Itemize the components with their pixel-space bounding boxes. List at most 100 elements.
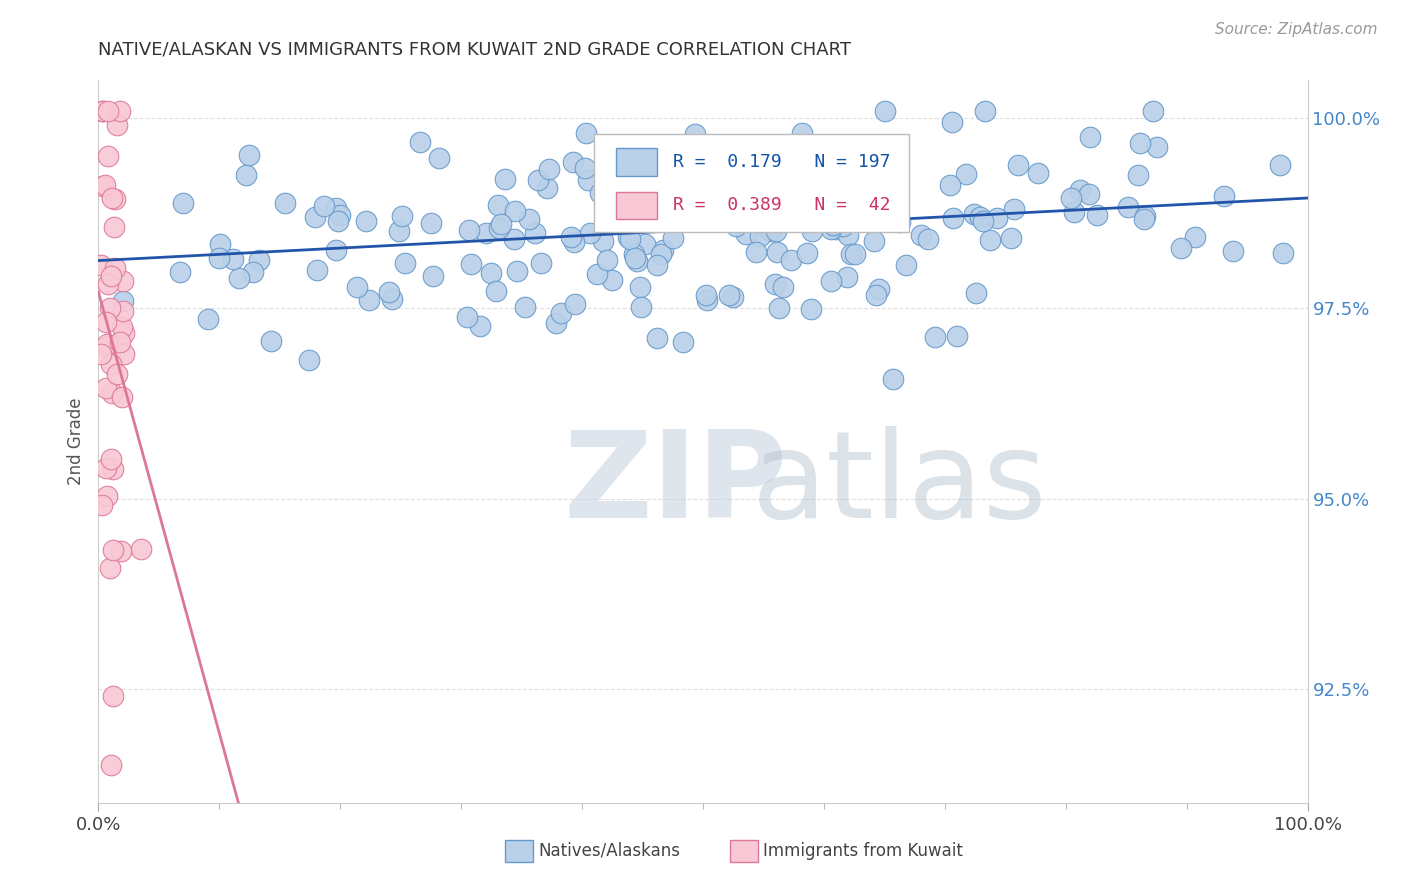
- Point: [91, 498, 114, 512]
- Point: [515, 300, 537, 314]
- Point: [917, 231, 939, 245]
- Point: [1085, 208, 1108, 222]
- Point: [963, 206, 986, 220]
- Point: [1142, 103, 1164, 118]
- Point: [602, 273, 624, 287]
- Point: [1004, 202, 1026, 217]
- Point: [530, 256, 553, 270]
- Point: [676, 207, 699, 221]
- Point: [562, 235, 585, 250]
- Point: [101, 689, 124, 703]
- Point: [623, 247, 645, 261]
- Point: [1078, 130, 1101, 145]
- Point: [96, 337, 118, 351]
- Point: [619, 218, 641, 232]
- Point: [727, 192, 749, 206]
- Point: [865, 288, 887, 302]
- Point: [94, 178, 117, 193]
- FancyBboxPatch shape: [616, 148, 657, 176]
- Point: [91, 103, 114, 118]
- Point: [823, 219, 845, 233]
- Point: [1133, 212, 1156, 227]
- Point: [96, 381, 118, 395]
- Point: [90, 103, 112, 118]
- Point: [409, 135, 432, 149]
- Point: [645, 258, 668, 272]
- Point: [628, 280, 651, 294]
- Point: [381, 292, 404, 306]
- Point: [676, 193, 699, 207]
- Point: [104, 192, 127, 206]
- Point: [718, 287, 741, 301]
- Point: [645, 331, 668, 345]
- Point: [197, 311, 219, 326]
- Point: [634, 236, 657, 251]
- Point: [101, 462, 124, 476]
- Point: [486, 198, 509, 212]
- Point: [101, 543, 124, 558]
- Point: [844, 246, 866, 260]
- Point: [489, 217, 512, 231]
- Point: [756, 221, 779, 235]
- Point: [765, 224, 787, 238]
- Point: [574, 161, 596, 175]
- Point: [550, 306, 572, 320]
- Point: [575, 126, 598, 140]
- Point: [780, 252, 803, 267]
- Point: [800, 301, 823, 316]
- Point: [589, 186, 612, 200]
- Point: [100, 357, 122, 371]
- Point: [671, 168, 693, 182]
- Point: [1129, 136, 1152, 151]
- Point: [325, 243, 347, 257]
- Point: [696, 293, 718, 308]
- Point: [790, 194, 813, 208]
- Point: [596, 190, 619, 204]
- Point: [564, 297, 586, 311]
- Point: [388, 224, 411, 238]
- Point: [986, 211, 1008, 225]
- FancyBboxPatch shape: [595, 135, 908, 232]
- Point: [749, 229, 772, 244]
- Point: [624, 252, 647, 266]
- Point: [1133, 209, 1156, 223]
- Point: [304, 211, 326, 225]
- Point: [91, 179, 114, 194]
- Point: [699, 178, 721, 192]
- Point: [835, 270, 858, 285]
- Point: [505, 203, 527, 218]
- Point: [112, 347, 135, 361]
- Point: [768, 301, 790, 315]
- Point: [479, 266, 502, 280]
- Point: [839, 246, 862, 260]
- Point: [100, 757, 122, 772]
- Point: [692, 171, 714, 186]
- Point: [832, 219, 855, 234]
- Point: [209, 236, 232, 251]
- Point: [889, 215, 911, 229]
- Point: [972, 214, 994, 228]
- Point: [838, 213, 860, 227]
- Point: [112, 326, 135, 340]
- Text: Natives/Alaskans: Natives/Alaskans: [538, 842, 681, 860]
- Point: [97, 338, 120, 352]
- Point: [800, 224, 823, 238]
- Point: [526, 173, 548, 187]
- Text: Immigrants from Kuwait: Immigrants from Kuwait: [763, 842, 963, 860]
- Point: [662, 231, 685, 245]
- Point: [974, 103, 997, 118]
- Point: [728, 183, 751, 197]
- Point: [793, 213, 815, 227]
- Point: [108, 335, 131, 350]
- Point: [105, 367, 128, 381]
- FancyBboxPatch shape: [616, 192, 657, 219]
- Point: [630, 300, 652, 314]
- Point: [420, 216, 443, 230]
- Point: [97, 277, 120, 291]
- Point: [378, 285, 401, 300]
- Point: [456, 310, 478, 325]
- Point: [460, 257, 482, 271]
- Point: [96, 489, 118, 503]
- Point: [1126, 169, 1149, 183]
- Point: [274, 195, 297, 210]
